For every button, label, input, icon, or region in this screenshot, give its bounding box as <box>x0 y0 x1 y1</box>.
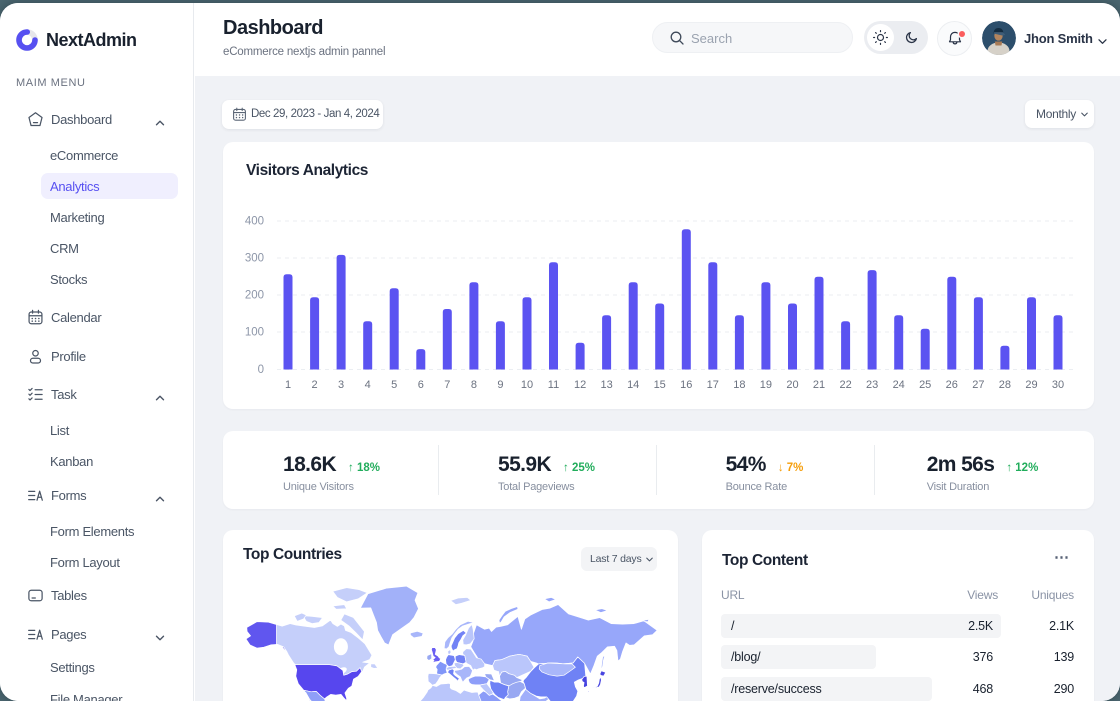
svg-text:200: 200 <box>245 290 264 302</box>
svg-text:300: 300 <box>245 253 264 265</box>
svg-text:7: 7 <box>444 379 450 391</box>
svg-text:0: 0 <box>258 364 264 376</box>
svg-text:24: 24 <box>893 379 905 391</box>
svg-text:23: 23 <box>866 379 878 391</box>
svg-text:9: 9 <box>497 379 503 391</box>
svg-text:4: 4 <box>365 379 371 391</box>
svg-text:27: 27 <box>972 379 984 391</box>
svg-text:22: 22 <box>839 379 851 391</box>
svg-text:28: 28 <box>999 379 1011 391</box>
svg-text:6: 6 <box>418 379 424 391</box>
svg-text:13: 13 <box>600 379 612 391</box>
svg-text:10: 10 <box>521 379 533 391</box>
svg-text:8: 8 <box>471 379 477 391</box>
svg-text:21: 21 <box>813 379 825 391</box>
svg-text:26: 26 <box>946 379 958 391</box>
svg-text:1: 1 <box>285 379 291 391</box>
svg-text:19: 19 <box>760 379 772 391</box>
svg-text:3: 3 <box>338 379 344 391</box>
svg-text:2: 2 <box>312 379 318 391</box>
svg-text:17: 17 <box>707 379 719 391</box>
svg-text:30: 30 <box>1052 379 1064 391</box>
svg-text:12: 12 <box>574 379 586 391</box>
svg-text:18: 18 <box>733 379 745 391</box>
svg-text:29: 29 <box>1025 379 1037 391</box>
svg-text:15: 15 <box>654 379 666 391</box>
svg-text:14: 14 <box>627 379 639 391</box>
svg-text:11: 11 <box>548 379 559 391</box>
svg-text:100: 100 <box>245 327 264 339</box>
svg-text:20: 20 <box>786 379 798 391</box>
svg-text:400: 400 <box>245 216 264 228</box>
svg-text:16: 16 <box>680 379 692 391</box>
svg-text:5: 5 <box>391 379 397 391</box>
svg-text:25: 25 <box>919 379 931 391</box>
